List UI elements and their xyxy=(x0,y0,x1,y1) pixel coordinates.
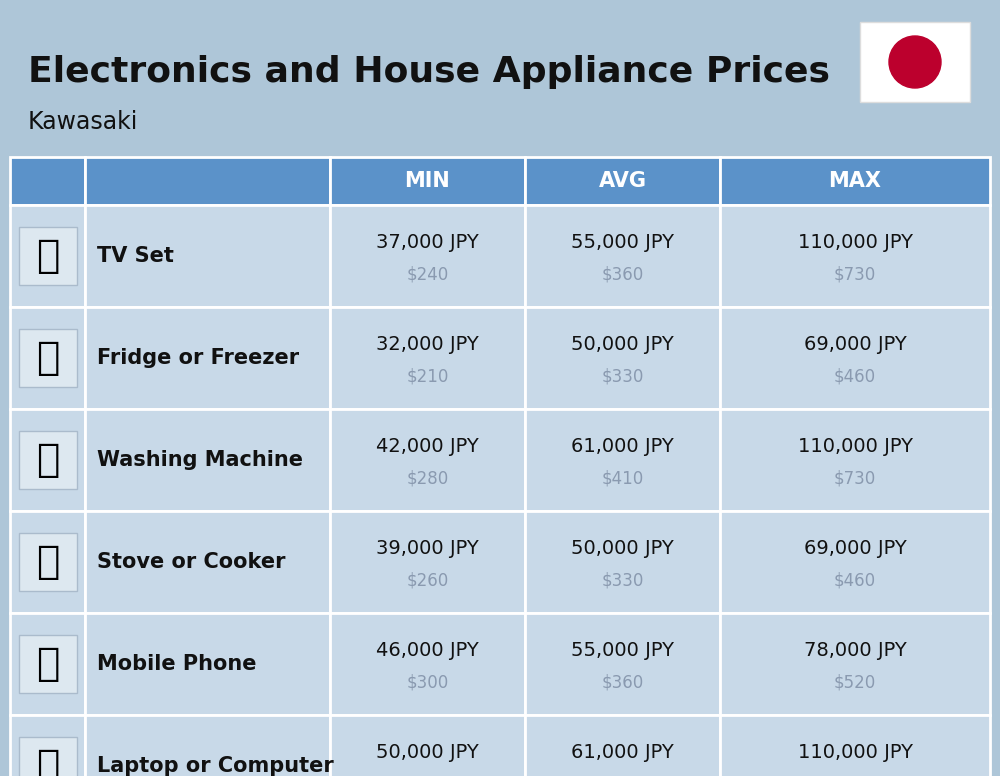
Bar xyxy=(18,737,76,776)
Bar xyxy=(330,205,525,307)
Text: $730: $730 xyxy=(834,775,876,776)
Text: Mobile Phone: Mobile Phone xyxy=(97,654,256,674)
Text: 55,000 JPY: 55,000 JPY xyxy=(571,640,674,660)
Bar xyxy=(18,533,76,591)
Text: $460: $460 xyxy=(834,571,876,589)
Text: $520: $520 xyxy=(834,673,876,691)
Text: 55,000 JPY: 55,000 JPY xyxy=(571,233,674,251)
Bar xyxy=(720,715,990,776)
Bar xyxy=(720,409,990,511)
Text: AVG: AVG xyxy=(598,171,646,191)
Text: 🧊: 🧊 xyxy=(36,339,59,377)
Bar xyxy=(85,205,330,307)
Text: $210: $210 xyxy=(406,367,449,385)
Bar xyxy=(85,715,330,776)
Bar xyxy=(330,409,525,511)
Bar xyxy=(85,511,330,613)
Bar xyxy=(330,157,525,205)
Bar xyxy=(10,511,85,613)
Text: $330: $330 xyxy=(601,367,644,385)
Text: $410: $410 xyxy=(601,775,644,776)
Text: 50,000 JPY: 50,000 JPY xyxy=(571,334,674,354)
Bar xyxy=(10,205,85,307)
Text: $360: $360 xyxy=(601,673,644,691)
Bar xyxy=(18,431,76,489)
Text: 110,000 JPY: 110,000 JPY xyxy=(798,233,912,251)
Text: $360: $360 xyxy=(601,265,644,283)
Bar xyxy=(330,613,525,715)
Text: 📱: 📱 xyxy=(36,645,59,683)
Text: 39,000 JPY: 39,000 JPY xyxy=(376,539,479,557)
Text: 78,000 JPY: 78,000 JPY xyxy=(804,640,906,660)
Text: Fridge or Freezer: Fridge or Freezer xyxy=(97,348,299,368)
Text: $730: $730 xyxy=(834,265,876,283)
Text: 50,000 JPY: 50,000 JPY xyxy=(376,743,479,761)
Text: 61,000 JPY: 61,000 JPY xyxy=(571,436,674,456)
Text: 46,000 JPY: 46,000 JPY xyxy=(376,640,479,660)
Text: $280: $280 xyxy=(406,469,449,487)
Bar xyxy=(525,613,720,715)
Bar xyxy=(525,409,720,511)
Text: Stove or Cooker: Stove or Cooker xyxy=(97,552,286,572)
Bar xyxy=(85,613,330,715)
Text: TV Set: TV Set xyxy=(97,246,174,266)
Bar xyxy=(330,307,525,409)
Text: $260: $260 xyxy=(406,571,449,589)
Text: 42,000 JPY: 42,000 JPY xyxy=(376,436,479,456)
Circle shape xyxy=(889,36,941,88)
Text: 📺: 📺 xyxy=(36,237,59,275)
Text: 50,000 JPY: 50,000 JPY xyxy=(571,539,674,557)
Bar xyxy=(525,307,720,409)
Bar xyxy=(330,715,525,776)
Bar xyxy=(18,329,76,387)
Bar xyxy=(720,205,990,307)
Text: $410: $410 xyxy=(601,469,644,487)
Bar xyxy=(85,409,330,511)
Bar xyxy=(10,613,85,715)
Bar xyxy=(720,157,990,205)
Bar xyxy=(18,227,76,285)
Bar xyxy=(720,613,990,715)
Text: 110,000 JPY: 110,000 JPY xyxy=(798,743,912,761)
Bar xyxy=(10,715,85,776)
Text: $730: $730 xyxy=(834,469,876,487)
Text: 37,000 JPY: 37,000 JPY xyxy=(376,233,479,251)
Bar xyxy=(525,715,720,776)
Text: $330: $330 xyxy=(406,775,449,776)
Bar xyxy=(10,157,85,205)
Bar xyxy=(525,157,720,205)
Text: $330: $330 xyxy=(601,571,644,589)
Bar xyxy=(720,511,990,613)
Bar xyxy=(330,511,525,613)
Text: $300: $300 xyxy=(406,673,449,691)
Text: 💻: 💻 xyxy=(36,747,59,776)
Text: $240: $240 xyxy=(406,265,449,283)
Bar xyxy=(10,409,85,511)
Text: $460: $460 xyxy=(834,367,876,385)
Text: 110,000 JPY: 110,000 JPY xyxy=(798,436,912,456)
Text: Washing Machine: Washing Machine xyxy=(97,450,303,470)
Text: 69,000 JPY: 69,000 JPY xyxy=(804,334,906,354)
Bar xyxy=(525,511,720,613)
Text: 🔥: 🔥 xyxy=(36,543,59,581)
Bar xyxy=(85,157,330,205)
Text: Kawasaki: Kawasaki xyxy=(28,110,138,134)
Text: 69,000 JPY: 69,000 JPY xyxy=(804,539,906,557)
Text: MIN: MIN xyxy=(405,171,450,191)
Bar xyxy=(525,205,720,307)
Bar xyxy=(860,22,970,102)
Text: 🌀: 🌀 xyxy=(36,441,59,479)
Bar xyxy=(10,307,85,409)
Text: 61,000 JPY: 61,000 JPY xyxy=(571,743,674,761)
Bar xyxy=(720,307,990,409)
Text: 32,000 JPY: 32,000 JPY xyxy=(376,334,479,354)
Bar xyxy=(85,307,330,409)
Text: MAX: MAX xyxy=(828,171,882,191)
Bar xyxy=(18,635,76,693)
Text: Electronics and House Appliance Prices: Electronics and House Appliance Prices xyxy=(28,55,830,89)
Text: Laptop or Computer: Laptop or Computer xyxy=(97,756,334,776)
